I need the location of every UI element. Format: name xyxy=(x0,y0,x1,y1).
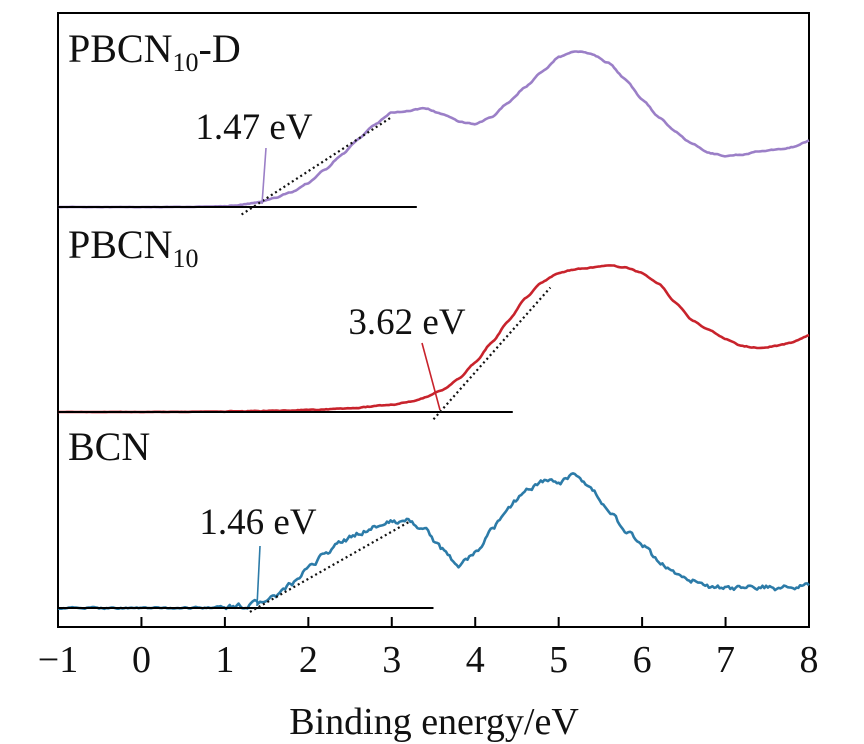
x-tick-label: 0 xyxy=(132,639,151,681)
onset-label: 1.47 eV xyxy=(195,107,312,148)
x-axis-title: Binding energy/eV xyxy=(289,701,579,743)
series-line xyxy=(57,472,810,611)
x-tick-label: 5 xyxy=(549,639,568,681)
onset-leader xyxy=(256,545,261,607)
x-tick-label: 7 xyxy=(716,639,735,681)
onset-leader xyxy=(421,342,441,411)
x-tick-label: 6 xyxy=(633,639,652,681)
onset-label: 3.62 eV xyxy=(348,302,465,343)
plot-frame xyxy=(57,12,810,628)
x-tick-label: 4 xyxy=(466,639,485,681)
x-tick-label: 1 xyxy=(215,639,234,681)
series-line xyxy=(57,50,810,209)
series-label-suffix: -D xyxy=(199,26,241,71)
series-label-main: BCN xyxy=(68,424,150,469)
series-label-subscript: 10 xyxy=(173,244,199,273)
x-axis: −1 0 1 2 3 4 5 6 7 8 xyxy=(38,617,819,681)
series-label-main: PBCN xyxy=(68,26,173,71)
series-label: PBCN10-D xyxy=(68,26,241,77)
onset-annotations: 1.47 eV 3.62 eV 1.46 eV xyxy=(58,107,552,613)
x-tick-label: 8 xyxy=(800,639,819,681)
onset-tangent xyxy=(432,286,552,421)
series-label: BCN xyxy=(68,424,150,469)
x-tick-label: 3 xyxy=(382,639,401,681)
onset-tangent xyxy=(249,521,410,613)
onset-leader xyxy=(261,147,267,205)
series-label: PBCN10 xyxy=(68,222,199,273)
series-label-subscript: 10 xyxy=(173,48,199,77)
series-label-main: PBCN xyxy=(68,222,173,267)
x-tick-label: 2 xyxy=(299,639,318,681)
onset-label: 1.46 eV xyxy=(199,502,316,543)
x-tick-label: −1 xyxy=(38,639,78,681)
